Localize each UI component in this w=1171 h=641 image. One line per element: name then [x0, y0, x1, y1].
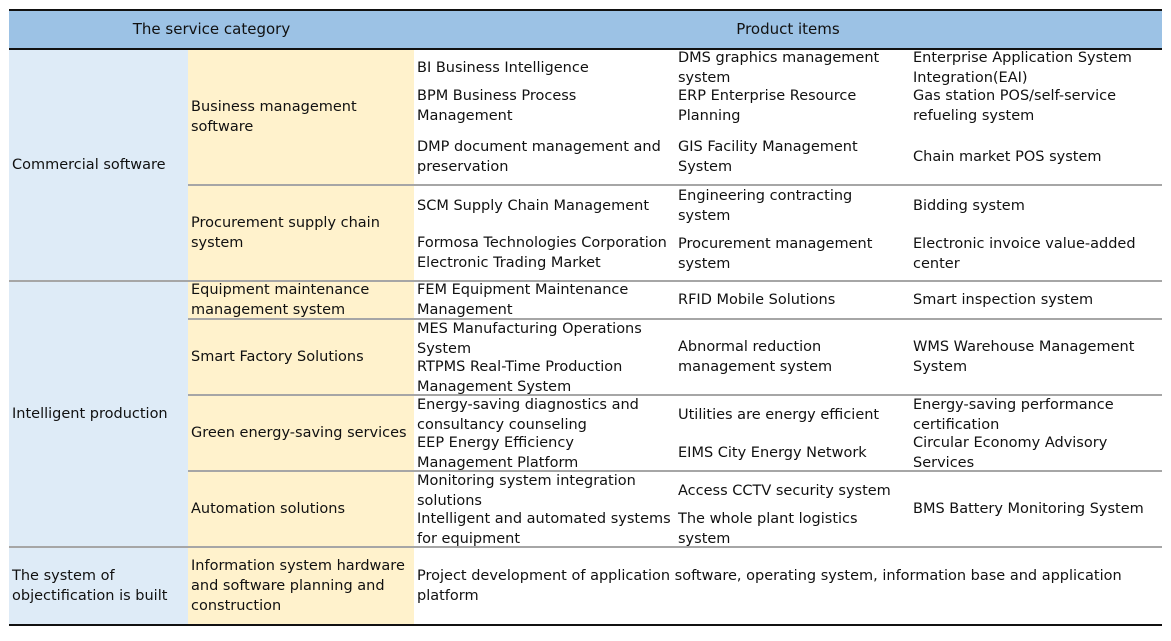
product-item: DMS graphics management system	[678, 50, 880, 86]
subcategory-procurement: Procurement supply chain system	[191, 215, 380, 251]
category-cell-intelligent	[9, 285, 188, 547]
product-item: EIMS City Energy Network	[678, 445, 867, 461]
product-item: Procurement management system	[678, 236, 873, 272]
product-item: DMP document management and preservation	[417, 139, 661, 175]
table-header	[9, 9, 1162, 49]
subcategory-info-system: Information system hardware and software…	[191, 558, 405, 614]
product-item: BMS Battery Monitoring System	[913, 501, 1144, 517]
product-item: BPM Business Process Management	[417, 88, 577, 124]
subcategory-automation: Automation solutions	[191, 501, 346, 517]
product-item: WMS Warehouse Management System	[913, 339, 1135, 375]
header-service-category: The service category	[132, 20, 291, 38]
product-item: ERP Enterprise Resource Planning	[678, 88, 857, 124]
product-item: Chain market POS system	[913, 149, 1102, 165]
product-item: Energy-saving performance certification	[913, 397, 1114, 433]
category-cell-commercial	[9, 49, 188, 285]
product-table: The service category Product items Comme…	[9, 9, 1162, 626]
product-item: Utilities are energy efficient	[678, 407, 880, 423]
product-item: Abnormal reduction management system	[678, 339, 833, 375]
category-cell-objectification	[9, 547, 188, 625]
category-objectification: The system of objectification is built	[12, 568, 168, 604]
product-item: Energy-saving diagnostics and consultanc…	[417, 397, 639, 433]
row-divider	[188, 318, 1162, 320]
product-item: GIS Facility Management System	[678, 139, 858, 175]
product-item: Intelligent and automated systems for eq…	[417, 511, 671, 547]
row-divider	[9, 280, 1162, 282]
row-divider	[9, 546, 1162, 548]
subcategory-smart-factory: Smart Factory Solutions	[191, 349, 364, 365]
product-item: Smart inspection system	[913, 292, 1094, 308]
category-commercial-software: Commercial software	[12, 157, 166, 173]
table-bottom-border	[9, 624, 1162, 626]
row-divider	[188, 394, 1162, 396]
product-item: Gas station POS/self-service refueling s…	[913, 88, 1117, 124]
subcategory-equipment-maintenance: Equipment maintenance management system	[191, 282, 370, 318]
category-intelligent-production: Intelligent production	[12, 406, 168, 422]
header-product-items: Product items	[736, 20, 840, 38]
product-item: MES Manufacturing Operations System	[417, 321, 642, 357]
product-item: Bidding system	[913, 198, 1025, 214]
product-item: Enterprise Application System Integratio…	[913, 50, 1132, 86]
row-divider	[188, 184, 1162, 186]
subcategory-green-energy: Green energy-saving services	[191, 425, 407, 441]
product-item: RTPMS Real-Time Production Management Sy…	[417, 359, 623, 395]
product-item: Project development of application softw…	[417, 568, 1122, 604]
product-item: Monitoring system integration solutions	[417, 473, 636, 509]
product-item: Engineering contracting system	[678, 188, 853, 224]
product-item: Formosa Technologies Corporation Electro…	[417, 235, 667, 271]
row-divider	[188, 470, 1162, 472]
product-item: Circular Economy Advisory Services	[913, 435, 1108, 471]
subcategory-business-management: Business management software	[191, 98, 357, 135]
header-divider	[9, 48, 1162, 50]
product-item: EEP Energy Efficiency Management Platfor…	[417, 435, 579, 471]
product-item: BI Business Intelligence	[417, 60, 589, 76]
product-item: Electronic invoice value-added center	[913, 236, 1136, 272]
table-top-border	[9, 9, 1162, 11]
product-item: FEM Equipment Maintenance Management	[417, 282, 629, 318]
subcategory-column	[188, 49, 414, 625]
product-item: RFID Mobile Solutions	[678, 292, 836, 308]
product-item: Access CCTV security system	[678, 483, 891, 499]
product-item: SCM Supply Chain Management	[417, 198, 650, 214]
product-item: The whole plant logistics system	[678, 511, 858, 547]
